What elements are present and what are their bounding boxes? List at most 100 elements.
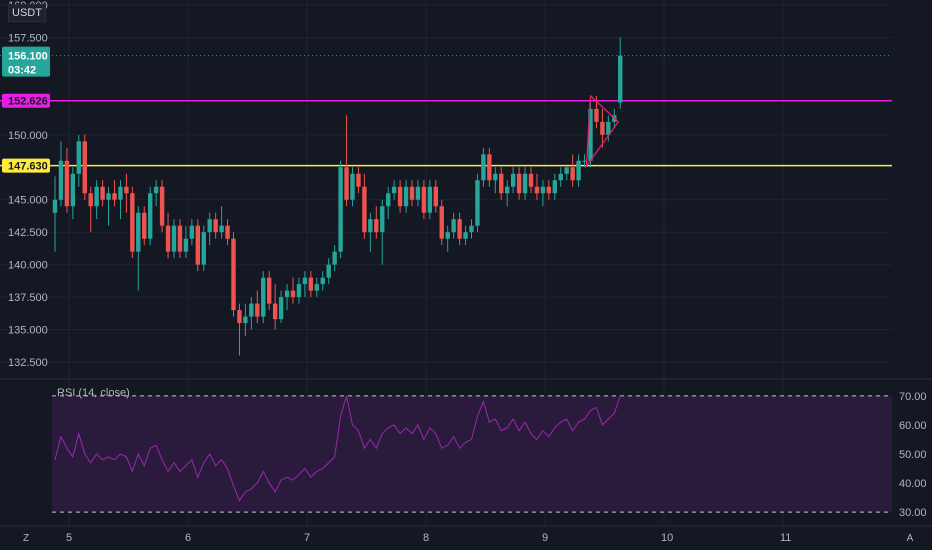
tag-resistance: 152.626: [2, 93, 50, 108]
candle-body: [618, 55, 623, 103]
candle-body: [326, 264, 331, 278]
candle-body: [439, 206, 444, 239]
candle-body: [552, 180, 557, 194]
candlestick-series: [52, 37, 623, 356]
candle-body: [546, 186, 552, 194]
rsi-band-fill: [52, 395, 892, 513]
tag-support-text: 147.630: [8, 161, 48, 173]
tag-support-bg: [2, 158, 50, 173]
candle-body: [403, 186, 409, 207]
candle-body: [516, 173, 522, 194]
candle-body: [415, 186, 421, 200]
rsi-legend[interactable]: RSI (14, close): [57, 387, 130, 399]
candle-body: [112, 193, 117, 200]
candle-body: [350, 173, 355, 200]
time-tick-label: 5: [66, 532, 72, 544]
candle-body: [201, 232, 206, 265]
triangle-drawing[interactable]: [585, 94, 620, 169]
currency-unit-label[interactable]: USDT: [8, 4, 46, 22]
tag-resistance-text: 152.626: [8, 96, 48, 108]
candle-body: [267, 277, 272, 304]
candle-body: [314, 284, 319, 291]
price-tick-label: 142.500: [8, 227, 48, 239]
rsi-pane: [52, 395, 892, 513]
candle-body: [124, 186, 129, 194]
candle-body: [499, 173, 504, 194]
price-tick-label: 140.000: [8, 260, 48, 272]
candle-body: [237, 310, 242, 324]
candle-body: [231, 238, 236, 311]
auto-scale-button[interactable]: A: [906, 533, 914, 544]
tag-current-price: 156.100 03:42: [2, 46, 50, 77]
candle-body: [600, 121, 605, 135]
candle-body: [278, 297, 284, 320]
candle-body: [606, 121, 611, 135]
candle-body: [380, 206, 385, 233]
triangle-pattern[interactable]: [585, 94, 620, 169]
time-tick-label: 10: [661, 532, 673, 544]
candle-body: [88, 193, 93, 207]
candle-body: [362, 186, 367, 233]
horizontal-levels[interactable]: [0, 55, 892, 167]
candle-body: [219, 225, 224, 233]
candle-body: [588, 108, 593, 161]
candle-body: [106, 193, 111, 200]
price-axis[interactable]: 160.000157.500150.000145.000142.500140.0…: [8, 0, 48, 369]
rsi-tick-label: 70.00: [899, 391, 927, 403]
candle-body: [159, 186, 165, 226]
candle-body: [505, 186, 510, 194]
candle-body: [356, 173, 361, 187]
candle-body: [445, 232, 450, 239]
candle-body: [243, 316, 248, 324]
candle-body: [136, 212, 141, 252]
time-axis[interactable]: 5 6 7 8 9 10 11: [66, 532, 791, 544]
candle-body: [594, 108, 599, 122]
candle-body: [207, 219, 212, 233]
candle-body: [76, 141, 81, 174]
tag-support: 147.630: [2, 158, 50, 173]
candle-body: [94, 186, 99, 207]
candle-body: [332, 251, 337, 265]
rsi-line: [54, 395, 621, 502]
price-tick-label: 132.500: [8, 357, 48, 369]
tag-current-price-text: 156.100: [8, 51, 48, 63]
candle-body: [255, 303, 260, 317]
candle-body: [284, 290, 290, 298]
tag-resistance-bg: [2, 93, 50, 108]
candle-body: [249, 303, 254, 317]
candle-body: [225, 225, 230, 239]
candle-body: [475, 180, 480, 226]
candle-body: [308, 277, 314, 291]
time-tick-label: 7: [304, 532, 310, 544]
candle-body: [391, 186, 397, 194]
candle-body: [64, 160, 70, 207]
price-tick-label: 135.000: [8, 325, 48, 337]
candle-body: [58, 160, 64, 200]
candle-body: [386, 193, 391, 207]
candle-body: [189, 225, 195, 239]
candle-body: [165, 225, 171, 252]
rsi-tick-label: 50.00: [899, 449, 927, 461]
candle-body: [368, 219, 373, 233]
candle-body: [290, 290, 296, 298]
candle-body: [493, 173, 498, 181]
candle-body: [469, 225, 474, 233]
price-tick-label: 150.000: [8, 130, 48, 142]
candle-body: [522, 173, 528, 194]
candle-body: [409, 186, 415, 200]
candle-body: [82, 141, 87, 194]
candle-body: [148, 193, 153, 239]
candle-body: [302, 277, 308, 285]
rsi-axis[interactable]: 70.00 60.00 50.00 40.00 30.00: [899, 391, 927, 519]
candle-body: [564, 167, 569, 174]
candle-body: [118, 186, 123, 200]
tag-current-price-text: 03:42: [8, 65, 36, 77]
candle-body: [338, 167, 343, 252]
price-tick-label: 137.500: [8, 292, 48, 304]
timezone-button[interactable]: Z: [22, 533, 30, 544]
candle-body: [374, 219, 379, 233]
candle-body: [100, 186, 105, 200]
price-tick-label: 145.000: [8, 195, 48, 207]
candle-body: [427, 186, 433, 213]
